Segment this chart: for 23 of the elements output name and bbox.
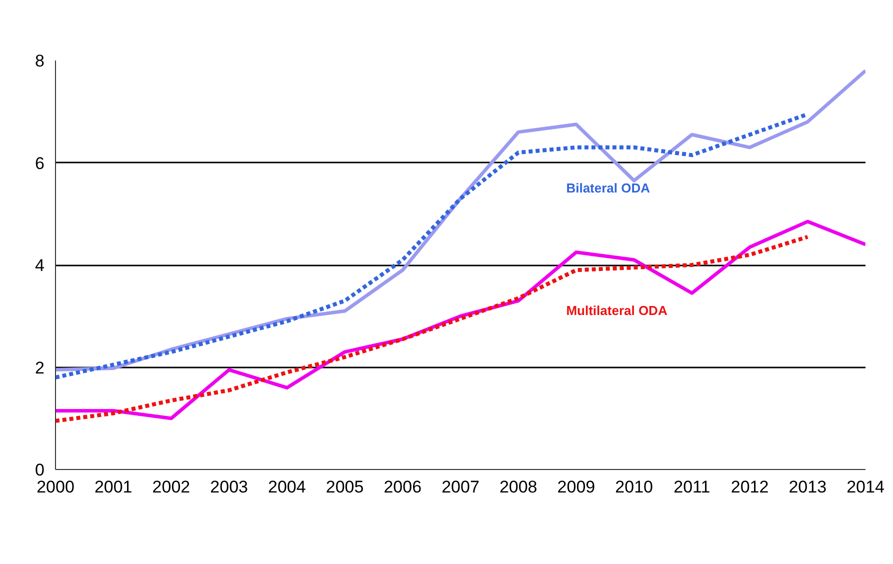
x-tick-label: 2013 xyxy=(788,478,827,496)
x-tick-label: 2014 xyxy=(846,478,884,496)
text: Bilateral ODA xyxy=(566,180,651,196)
x-tick-label: 2000 xyxy=(36,478,74,496)
line-series xyxy=(56,68,866,372)
x-tick-label: 2004 xyxy=(268,478,306,496)
x-tick-label: 2006 xyxy=(384,478,422,496)
x-tick-label: 2003 xyxy=(210,478,248,496)
y-tick-label: 2 xyxy=(35,358,45,378)
y-tick-label: 8 xyxy=(35,52,45,70)
x-tick-label: 2010 xyxy=(615,478,653,496)
x-tick-label: 2001 xyxy=(94,478,132,496)
x-tick-label: 2008 xyxy=(499,478,538,496)
x-tick-label: 2012 xyxy=(730,478,769,496)
y-tick-label: 0 xyxy=(35,460,45,480)
x-tick-label: 2005 xyxy=(326,478,364,496)
x-tick-label: 2009 xyxy=(557,478,596,496)
y-tick-label: 6 xyxy=(35,154,45,173)
x-tick-label: 2002 xyxy=(152,478,190,496)
y-tick-label: 4 xyxy=(35,256,45,275)
x-tick-label: 2011 xyxy=(674,478,710,496)
series-label: Multilateral ODA xyxy=(566,303,668,318)
x-tick-label: 2007 xyxy=(442,478,480,496)
